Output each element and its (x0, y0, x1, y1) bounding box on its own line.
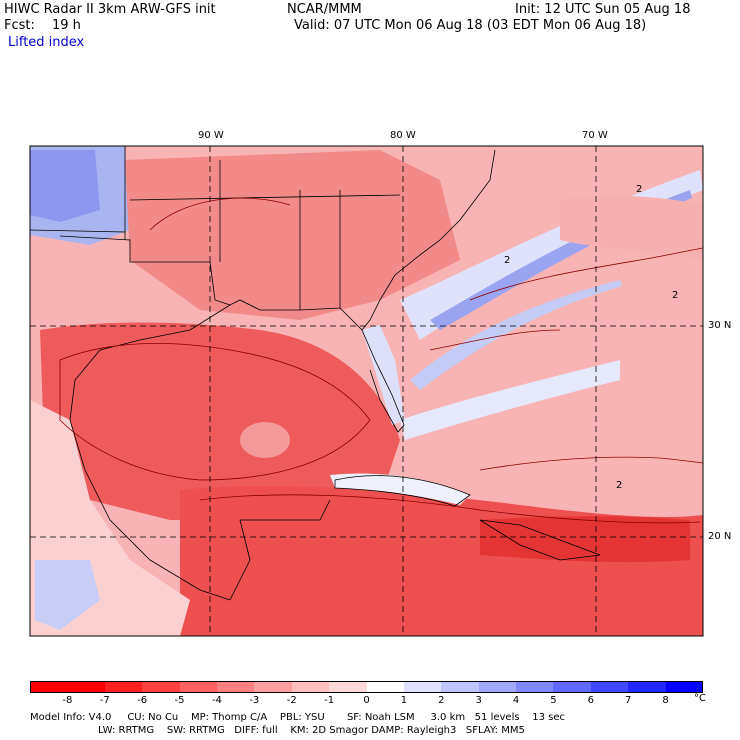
colorbar-tick-label: -7 (99, 695, 110, 706)
strongest-negative-region-caribbean (480, 516, 690, 563)
colorbar-tick-label: 1 (400, 695, 408, 706)
colorbar-tick-label: 0 (363, 695, 370, 706)
colorbar-tick-label: 7 (625, 695, 632, 706)
colorbar-unit: °C (694, 693, 706, 704)
colorbar-tick-label: 6 (587, 695, 595, 706)
colorbar-tick-label: 3 (475, 695, 482, 706)
forecast-hour: 19 h (52, 18, 81, 33)
negative-region-southeast-us (125, 150, 460, 320)
cuba-land (330, 473, 470, 505)
contour-label: 2 (672, 290, 678, 301)
lat-label-20n: 20 N (708, 531, 732, 542)
colorbar-tick-label: -4 (211, 695, 222, 706)
map-frame (29, 145, 704, 637)
colorbar-tick-label: -5 (174, 695, 185, 706)
colorbar-tick-label: -2 (286, 695, 297, 706)
lon-label-70w: 70 W (582, 130, 608, 141)
strong-positive-region-northwest (30, 150, 100, 222)
contour-label: 2 (616, 480, 622, 491)
colorbar-tick-label: -8 (62, 695, 73, 706)
positive-region-pacific (35, 560, 100, 630)
colorbar-tick-label: -1 (324, 695, 335, 706)
positive-streak-atlantic-south (410, 280, 622, 390)
organization-label: NCAR/MMM (287, 2, 362, 17)
lat-label-30n: 30 N (708, 320, 732, 331)
init-time: Init: 12 UTC Sun 05 Aug 18 (515, 2, 691, 17)
graticule (30, 146, 703, 636)
colorbar-tick-label: 2 (438, 695, 445, 706)
colorbar-tick-label: 5 (550, 695, 557, 706)
forecast-label: Fcst: (4, 18, 35, 33)
model-info-line2: LW: RRTMG SW: RRTMG DIFF: full KM: 2D Sm… (98, 725, 525, 736)
colorbar-tick-label: 8 (662, 695, 669, 706)
colorbar-tick-label: 4 (512, 695, 520, 706)
colorbar-tick-label: -6 (137, 695, 148, 706)
lon-label-90w: 90 W (198, 130, 224, 141)
weaker-cell-gulf (240, 422, 290, 458)
lon-label-80w: 80 W (390, 130, 416, 141)
strong-negative-region-gulf (40, 322, 400, 520)
colorbar-tick-label: -3 (249, 695, 260, 706)
colorbar-frame (30, 681, 703, 693)
model-info-line1: Model Info: V4.0 CU: No Cu MP: Thomp C/A… (30, 712, 566, 723)
variable-name: Lifted index (8, 35, 85, 50)
valid-time: Valid: 07 UTC Mon 06 Aug 18 (03 EDT Mon … (294, 18, 647, 33)
contour-lines (59, 197, 703, 524)
model-title: HIWC Radar II 3km ARW-GFS init (4, 2, 216, 17)
coastlines (30, 146, 601, 601)
contour-label: 2 (504, 255, 510, 266)
positive-band-bahamas (400, 360, 620, 440)
contour-label: 2 (636, 184, 642, 195)
